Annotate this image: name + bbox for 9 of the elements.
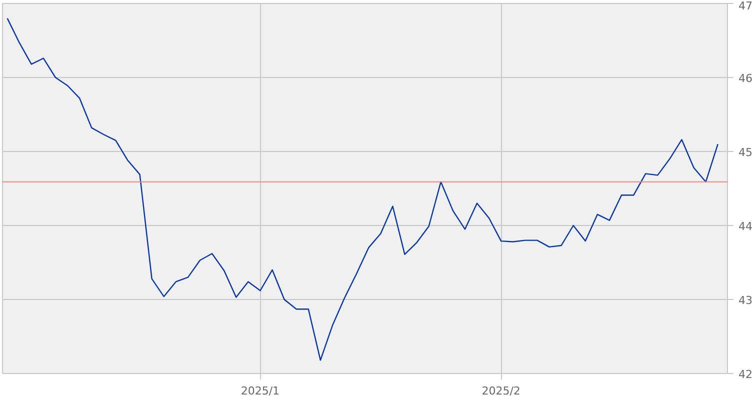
line-series: [6, 18, 718, 361]
y-tick-label: 47: [738, 0, 752, 12]
y-tick-label: 44: [738, 220, 752, 233]
x-tick-label: 2025/2: [482, 384, 520, 398]
y-tick-label: 46: [738, 72, 752, 85]
y-tick-label: 43: [738, 294, 752, 307]
y-tick-label: 42: [738, 368, 752, 381]
y-tick-label: 45: [738, 146, 752, 159]
x-tick-label: 2025/1: [240, 384, 280, 398]
